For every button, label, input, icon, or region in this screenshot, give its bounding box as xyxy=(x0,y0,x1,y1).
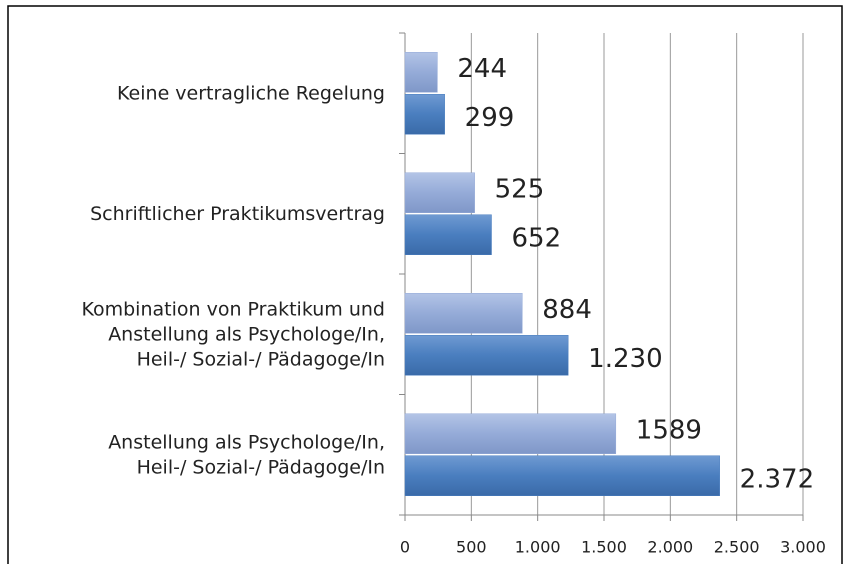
category-label-line: Anstellung als Psychologe/In, xyxy=(108,431,385,453)
value-label: 884 xyxy=(542,295,592,325)
value-label: 244 xyxy=(457,54,507,84)
x-tick-label: 2.500 xyxy=(714,538,760,557)
category-label-line: Kombination von Praktikum und xyxy=(81,298,385,320)
category-label-line: Schriftlicher Praktikumsvertrag xyxy=(90,202,385,224)
bar xyxy=(404,214,492,255)
value-label: 299 xyxy=(465,103,515,133)
x-tick-label: 1.500 xyxy=(581,538,627,557)
category-label-line: Keine vertragliche Regelung xyxy=(117,82,385,104)
x-tick-label: 500 xyxy=(456,538,487,557)
value-label: 652 xyxy=(511,223,561,253)
category-label-line: Anstellung als Psychologe/In, xyxy=(108,323,385,345)
x-tick-label: 2.000 xyxy=(647,538,693,557)
bar xyxy=(404,293,523,334)
x-tick-label: 1.000 xyxy=(515,538,561,557)
x-tick-label: 0 xyxy=(400,538,410,557)
bar xyxy=(404,52,438,93)
bar xyxy=(404,413,617,454)
value-label: 1589 xyxy=(636,415,702,445)
category-label: Kombination von Praktikum und Anstellung … xyxy=(81,298,385,370)
category-label-line: Heil-/ Sozial-/ Pädagoge/In xyxy=(137,456,385,478)
category-label: Anstellung als Psychologe/In, Heil-/ Sozi… xyxy=(108,431,385,478)
x-tick-label: 3.000 xyxy=(780,538,826,557)
frame xyxy=(7,5,843,564)
value-label: 2.372 xyxy=(740,464,814,494)
category-label: Keine vertragliche Regelung xyxy=(117,82,385,104)
bar xyxy=(404,94,445,135)
bar xyxy=(404,455,720,496)
value-label: 525 xyxy=(495,174,545,204)
value-label: 1.230 xyxy=(588,344,662,374)
bar xyxy=(404,172,475,213)
category-label: Schriftlicher Praktikumsvertrag xyxy=(90,202,385,224)
bar xyxy=(404,335,569,376)
category-label-line: Heil-/ Sozial-/ Pädagoge/In xyxy=(137,348,385,370)
